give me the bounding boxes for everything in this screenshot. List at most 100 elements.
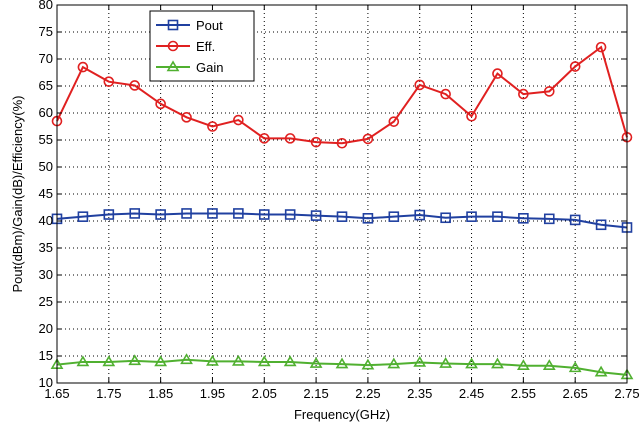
legend-marker-pout [167, 19, 179, 31]
data-point-gain [387, 357, 401, 369]
data-point-eff [543, 86, 555, 97]
data-point-gain [516, 359, 530, 371]
y-tick-label: 35 [39, 240, 53, 255]
x-tick-label: 2.55 [511, 386, 536, 401]
y-tick-label: 15 [39, 348, 53, 363]
data-point-gain [335, 357, 349, 369]
x-tick-label: 2.25 [355, 386, 380, 401]
data-point-gain [206, 354, 219, 366]
data-point-eff [336, 137, 348, 149]
data-point-gain [413, 355, 427, 367]
data-point-gain [465, 357, 478, 369]
legend-marker-eff [167, 40, 179, 52]
x-tick-label: 1.65 [44, 386, 69, 401]
data-point-gain [309, 356, 323, 368]
data-point-gain [361, 358, 375, 370]
x-tick-label: 2.75 [614, 386, 639, 401]
y-tick-label: 25 [39, 294, 53, 309]
x-tick-label: 2.05 [252, 386, 277, 401]
data-point-pout [155, 209, 166, 220]
data-point-gain [542, 359, 556, 371]
data-point-eff [492, 68, 503, 79]
data-point-eff [595, 41, 607, 53]
x-tick-label: 2.15 [303, 386, 328, 401]
x-tick-label: 2.35 [407, 386, 432, 401]
y-tick-label: 30 [39, 267, 53, 282]
data-point-pout [388, 211, 400, 222]
data-point-gain [594, 365, 608, 377]
y-axis-label: Pout(dBm)/Gain(dB)/Efficiency(%) [10, 96, 25, 293]
y-tick-label: 10 [39, 375, 53, 390]
data-point-gain [568, 361, 582, 373]
grid [57, 5, 627, 383]
data-point-eff [466, 110, 477, 122]
data-point-eff [518, 88, 529, 100]
data-point-pout [569, 214, 581, 226]
data-point-eff [103, 76, 115, 87]
x-tick-label: 1.95 [200, 386, 225, 401]
data-point-eff [569, 61, 581, 72]
series-line-pout [56, 212, 628, 229]
data-point-gain [257, 355, 271, 367]
x-tick-label: 1.85 [148, 386, 173, 401]
legend-label-gain: Gain [196, 60, 223, 75]
data-point-eff [310, 136, 322, 148]
data-point-pout [129, 208, 141, 219]
legend-marker-gain [166, 60, 180, 72]
data-point-eff [440, 88, 451, 100]
data-point-pout [310, 210, 322, 221]
data-point-pout [258, 209, 270, 220]
data-point-eff [129, 80, 141, 91]
legend-label-pout: Pout [196, 18, 223, 33]
data-point-pout [77, 211, 89, 222]
data-point-gain [283, 355, 297, 367]
data-point-pout [284, 209, 296, 220]
y-tick-label: 50 [39, 159, 53, 174]
data-point-gain [154, 355, 168, 367]
x-tick-label: 1.75 [96, 386, 121, 401]
data-point-pout [414, 209, 426, 221]
y-tick-label: 60 [39, 105, 53, 120]
y-tick-label: 70 [39, 51, 53, 66]
data-point-pout [336, 211, 348, 222]
data-point-eff [155, 98, 166, 110]
data-point-eff [258, 133, 270, 144]
series-gain [50, 353, 634, 380]
data-point-eff [77, 61, 89, 73]
y-tick-label: 55 [39, 132, 53, 147]
y-tick-label: 75 [39, 24, 53, 39]
data-point-pout [440, 212, 451, 224]
data-point-eff [181, 112, 192, 123]
y-tick-label: 40 [39, 213, 53, 228]
data-point-gain [76, 355, 90, 367]
data-point-pout [362, 213, 374, 224]
data-point-eff [388, 116, 400, 127]
data-point-pout [233, 208, 244, 219]
data-point-eff [207, 121, 218, 132]
series-line-eff [56, 45, 628, 145]
data-point-eff [362, 133, 374, 145]
legend: Pout Eff. Gain [149, 10, 255, 82]
ticks: 1.65 1.75 1.85 1.95 2.05 2.15 2.25 2.35 2.45 2.55… [39, 0, 640, 401]
y-tick-label: 45 [39, 186, 53, 201]
data-point-gain [491, 357, 504, 369]
data-point-pout [207, 208, 218, 219]
data-point-pout [492, 211, 503, 222]
data-point-pout [103, 209, 115, 220]
data-point-gain [180, 353, 193, 365]
x-tick-label: 2.65 [563, 386, 588, 401]
series-line-gain [56, 358, 628, 376]
data-point-gain [102, 355, 116, 367]
y-tick-label: 80 [39, 0, 53, 12]
y-tick-label: 20 [39, 321, 53, 336]
data-point-eff [414, 79, 426, 91]
data-point-gain [439, 356, 453, 368]
legend-label-eff: Eff. [196, 39, 215, 54]
data-point-gain [128, 354, 142, 366]
x-axis-label: Frequency(GHz) [294, 407, 390, 422]
data-point-pout [466, 211, 477, 222]
data-point-pout [595, 219, 607, 231]
data-point-pout [543, 213, 555, 225]
data-point-pout [181, 208, 192, 219]
